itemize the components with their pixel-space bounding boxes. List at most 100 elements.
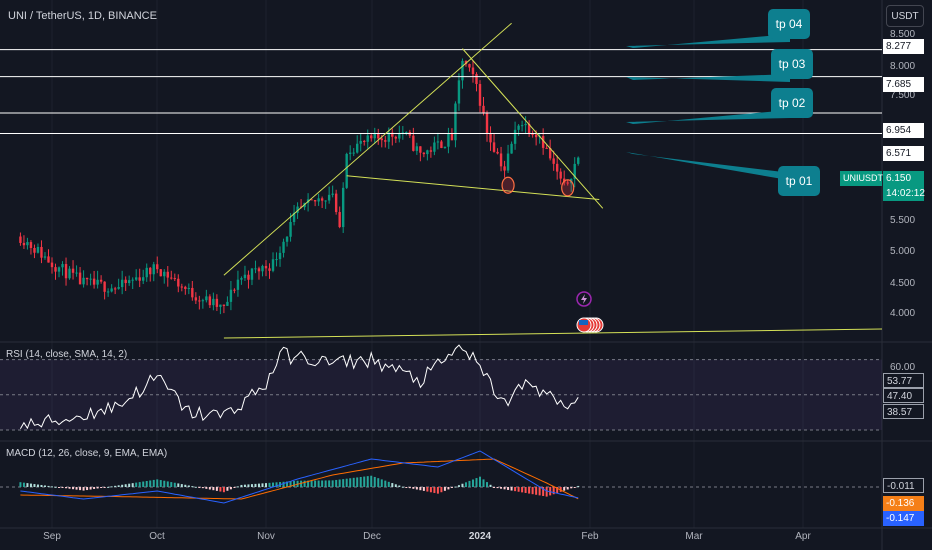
candle-body <box>219 304 222 307</box>
candle-body <box>296 206 299 213</box>
macd-histogram-bar <box>47 485 50 487</box>
candle-body <box>531 134 534 136</box>
candle-body <box>173 278 176 280</box>
candle-body <box>222 304 226 306</box>
symbol-title[interactable]: UNI / TetherUS, 1D, BINANCE <box>8 10 157 22</box>
candle-body <box>261 265 264 272</box>
macd-histogram-bar <box>356 477 359 487</box>
candle-body <box>78 272 82 285</box>
macd-histogram-bar <box>121 484 124 487</box>
drawing-layer <box>0 22 883 339</box>
candle-body <box>415 146 419 151</box>
candle-body <box>240 278 243 280</box>
macd-histogram-bar <box>496 487 499 489</box>
macd-histogram-bar <box>517 487 520 492</box>
rsi-title[interactable]: RSI (14, close, SMA, 14, 2) <box>6 349 128 360</box>
macd-histogram-bar <box>482 479 485 487</box>
macd-histogram-bar <box>307 480 310 487</box>
candle-body <box>506 153 510 171</box>
macd-pane <box>0 450 882 504</box>
candle-body <box>19 236 22 243</box>
candle-body <box>433 142 436 152</box>
candle-body <box>57 267 61 272</box>
month-label: Mar <box>685 531 703 542</box>
candle-body <box>201 300 205 302</box>
macd-histogram-bar <box>552 487 555 495</box>
macd-histogram-bar <box>36 484 39 487</box>
candle-body <box>555 163 559 172</box>
macd-signal-line <box>20 458 579 500</box>
macd-histogram-bar <box>422 487 425 491</box>
month-label: Dec <box>363 531 381 542</box>
macd-histogram-bar <box>493 487 496 488</box>
tp-connector <box>626 152 800 182</box>
candle-body <box>534 134 538 138</box>
macd-histogram-bar <box>29 483 32 487</box>
tp02-callout[interactable]: tp 02 <box>771 88 813 118</box>
macd-histogram-bar <box>447 487 450 490</box>
candle-body <box>117 287 120 289</box>
currency-button[interactable]: USDT <box>886 5 924 27</box>
candle-body <box>457 80 461 104</box>
macd-histogram-bar <box>450 487 453 488</box>
candle-body <box>524 123 527 126</box>
candle-body <box>289 222 292 237</box>
macd-histogram-bar <box>577 485 580 487</box>
tp-connector <box>626 34 790 48</box>
rsi-low-label: 38.57 <box>883 404 924 419</box>
candle-body <box>485 112 489 134</box>
macd-histogram-bar <box>135 482 138 487</box>
macd-histogram-bar <box>265 483 267 487</box>
macd-histogram-bar <box>314 480 317 487</box>
ascending-trendline <box>223 22 512 276</box>
candle-body <box>82 277 85 285</box>
macd-histogram-bar <box>338 479 341 487</box>
candle-body <box>447 133 450 147</box>
candle-body <box>264 265 268 269</box>
macd-histogram-bar <box>454 486 457 488</box>
candle-body <box>205 296 208 301</box>
candle-body <box>352 152 355 154</box>
macd-histogram-bar <box>429 487 432 493</box>
macd-histogram-bar <box>514 487 517 492</box>
tp04-callout[interactable]: tp 04 <box>768 9 810 39</box>
macd-histogram-bar <box>128 483 131 487</box>
candle-body <box>29 242 33 248</box>
macd-histogram-bar <box>170 482 173 487</box>
macd-histogram-bar <box>461 483 464 487</box>
macd-title[interactable]: MACD (12, 26, close, 9, EMA, EMA) <box>6 448 168 459</box>
macd-histogram-bar <box>500 487 503 489</box>
macd-histogram-bar <box>75 487 78 490</box>
macd-histogram-bar <box>250 484 253 487</box>
candle-body <box>489 133 492 143</box>
macd-histogram-bar <box>535 487 538 495</box>
candle-body <box>215 298 219 307</box>
candle-body <box>373 133 376 139</box>
price-tick: 4.000 <box>890 308 916 319</box>
macd-histogram-bar <box>545 487 548 497</box>
candle-body <box>131 279 134 281</box>
candlestick-series <box>19 58 580 315</box>
macd-histogram-bar <box>563 487 566 491</box>
tp03-callout[interactable]: tp 03 <box>771 49 813 79</box>
macd-histogram-bar <box>538 487 541 496</box>
macd-histogram-bar <box>222 487 225 493</box>
macd-histogram-bar <box>391 483 394 487</box>
candle-body <box>510 143 513 154</box>
candle-body <box>499 153 503 167</box>
macd-histogram-bar <box>282 481 285 487</box>
macd-histogram-bar <box>107 486 110 488</box>
macd-histogram-bar <box>384 480 387 487</box>
tp01-callout[interactable]: tp 01 <box>778 166 820 196</box>
macd-histogram-bar <box>163 480 166 487</box>
candle-body <box>159 269 162 277</box>
macd-histogram-bar <box>275 482 278 487</box>
candle-body <box>36 246 40 253</box>
level-label-8277: 8.277 <box>883 39 924 54</box>
rsi-line <box>19 344 579 430</box>
rsi-ma-label: 47.40 <box>883 388 924 403</box>
macd-histogram-bar <box>243 484 246 487</box>
macd-histogram-bar <box>321 480 324 487</box>
